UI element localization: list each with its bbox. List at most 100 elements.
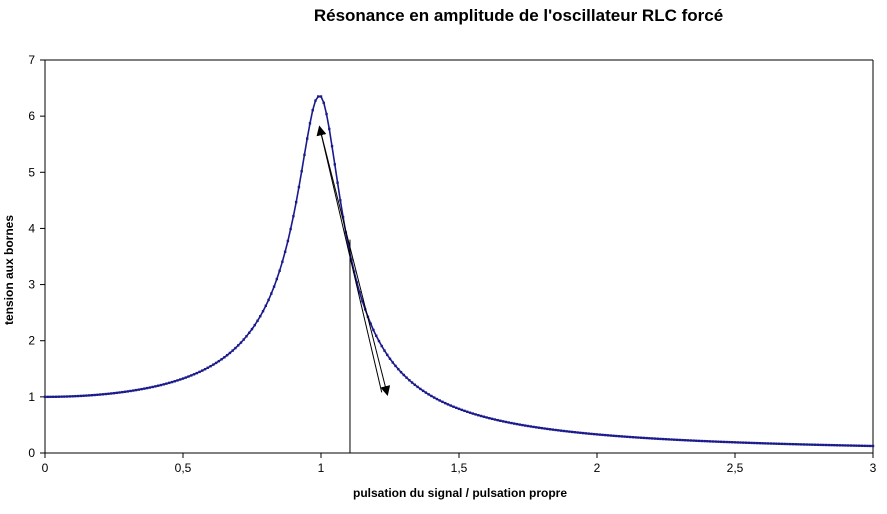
data-point (294, 200, 298, 204)
data-point (499, 419, 502, 422)
x-axis-label: pulsation du signal / pulsation propre (352, 486, 568, 500)
chart-title: Résonance en amplitude de l'oscillateur … (313, 6, 724, 25)
data-point (151, 385, 154, 389)
x-tick-label: 3 (870, 461, 877, 475)
data-point (681, 438, 684, 442)
data-point (466, 410, 469, 413)
data-point (761, 442, 764, 445)
data-point (46, 395, 49, 399)
data-point (802, 443, 806, 446)
data-point (372, 328, 375, 332)
data-point (496, 418, 499, 422)
data-point (866, 444, 869, 448)
data-point (606, 434, 610, 437)
data-point (424, 391, 428, 394)
data-point (248, 331, 251, 335)
x-tick-label: 1 (318, 461, 325, 475)
data-point (708, 440, 712, 443)
data-point (667, 438, 670, 441)
data-point (642, 436, 646, 440)
data-point (457, 407, 461, 411)
data-point (358, 291, 361, 294)
data-point (844, 444, 847, 447)
data-point (330, 144, 334, 148)
data-point (623, 435, 626, 438)
data-point (391, 361, 394, 364)
data-point (132, 389, 135, 392)
data-point (493, 418, 497, 421)
data-point (598, 433, 601, 436)
data-point (485, 416, 488, 419)
data-point (261, 310, 265, 313)
data-point (328, 127, 331, 131)
data-point (399, 370, 403, 374)
data-point (303, 153, 306, 157)
data-point (617, 435, 621, 438)
data-point (281, 260, 284, 263)
data-point (339, 199, 342, 202)
data-point (383, 349, 386, 352)
data-point (110, 392, 113, 395)
data-point (214, 361, 218, 365)
data-point (388, 357, 392, 360)
data-point (764, 442, 767, 445)
data-point (717, 440, 720, 443)
data-point (444, 401, 447, 405)
data-point (529, 425, 532, 428)
data-point (52, 395, 55, 399)
data-point (819, 443, 822, 447)
data-point (438, 399, 441, 402)
data-point (421, 389, 425, 393)
data-point (733, 441, 737, 444)
data-point (838, 444, 842, 447)
data-point (711, 440, 715, 443)
data-point (250, 327, 254, 331)
data-point (270, 292, 273, 295)
y-tick-label: 0 (28, 446, 35, 460)
data-point (620, 435, 624, 438)
data-point (245, 335, 248, 338)
data-point (601, 433, 604, 437)
data-point (430, 394, 433, 398)
data-point (107, 392, 110, 395)
y-tick-label: 3 (28, 278, 35, 292)
data-point (673, 438, 676, 441)
data-point (168, 381, 171, 385)
data-point (695, 439, 698, 442)
data-point (154, 385, 157, 388)
data-point (568, 430, 571, 433)
data-point (808, 443, 811, 446)
data-point (736, 441, 739, 444)
data-point (554, 428, 557, 432)
data-point (700, 439, 704, 443)
data-point (521, 423, 524, 427)
data-point (816, 443, 819, 447)
data-point (162, 383, 165, 386)
data-point (156, 384, 160, 387)
data-point (609, 434, 612, 437)
data-point (686, 439, 690, 442)
x-tick-label: 2,5 (727, 461, 744, 475)
data-point (670, 438, 673, 441)
data-point (477, 414, 480, 417)
data-point (565, 430, 568, 433)
data-point (82, 394, 85, 397)
data-point (283, 250, 287, 254)
data-point (482, 415, 486, 418)
data-point (101, 393, 105, 396)
data-point (645, 436, 648, 440)
series-line (45, 95, 874, 447)
data-point (336, 181, 339, 184)
data-point (637, 436, 640, 439)
data-point (595, 433, 599, 436)
data-point (314, 99, 317, 102)
data-point (739, 441, 742, 444)
data-point (242, 338, 245, 341)
data-point (849, 444, 853, 447)
data-point (631, 435, 635, 439)
data-point (651, 437, 654, 440)
data-point (582, 431, 585, 435)
data-point (830, 443, 833, 447)
data-point (860, 444, 864, 447)
data-point (170, 380, 174, 384)
